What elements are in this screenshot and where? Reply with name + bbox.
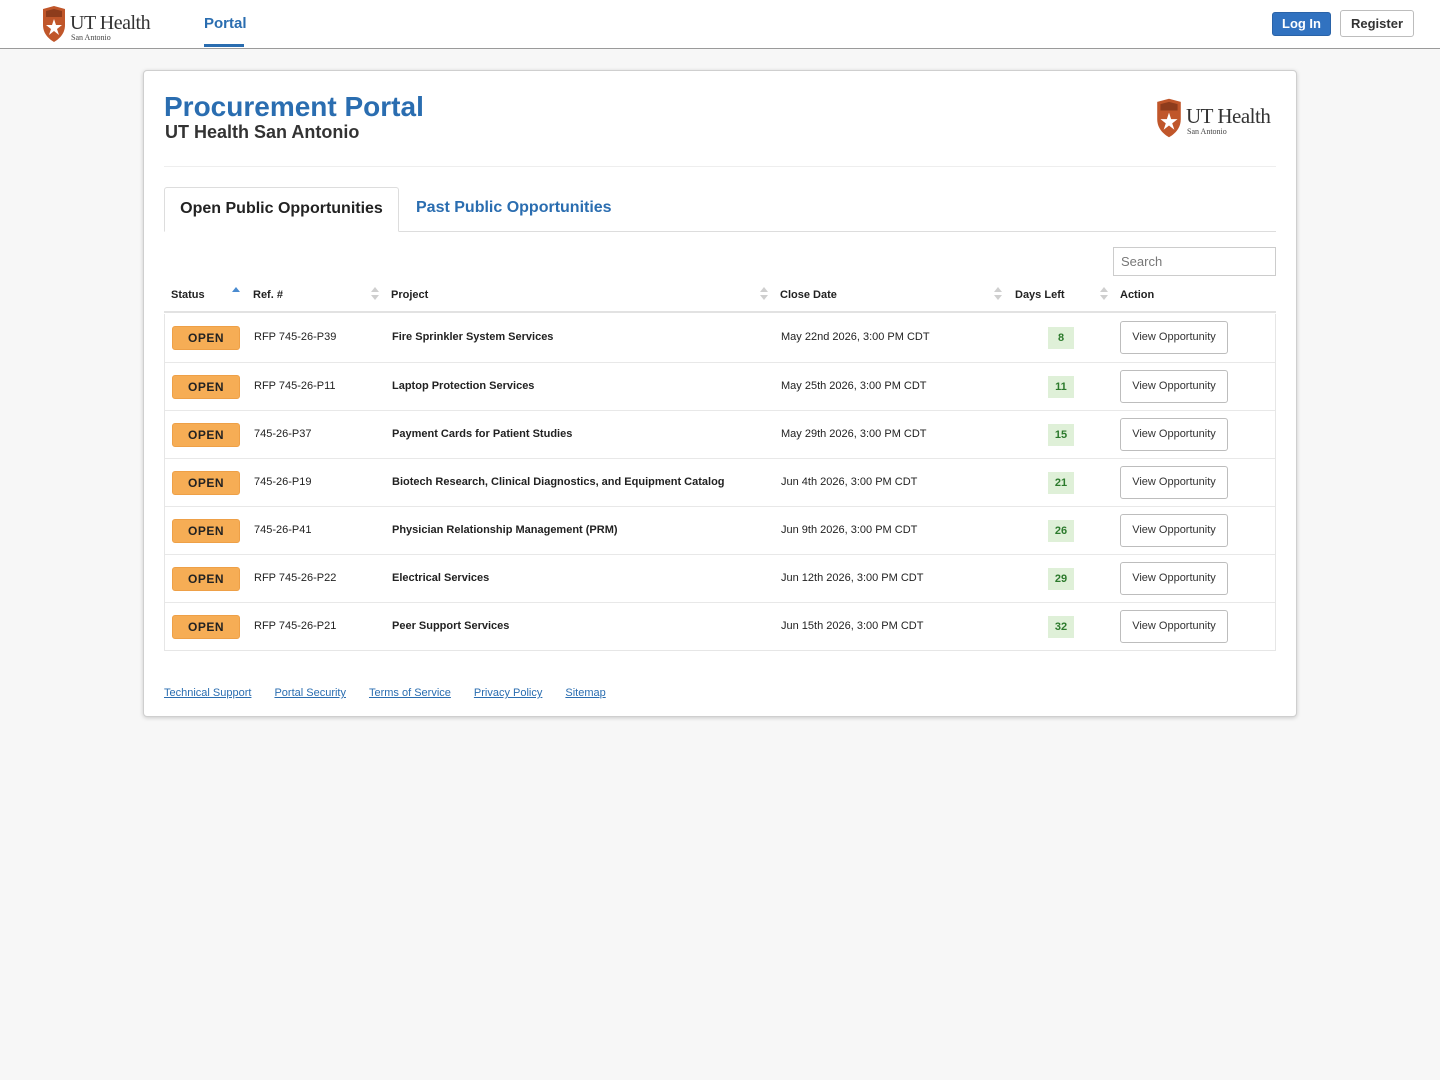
status-badge: OPEN [172, 567, 240, 591]
panel-logo: UT Health San Antonio [1154, 97, 1274, 141]
page-subtitle: UT Health San Antonio [165, 122, 360, 142]
table-row: OPEN 745-26-P41 Physician Relationship M… [165, 506, 1275, 554]
view-opportunity-button[interactable]: View Opportunity [1120, 321, 1228, 354]
project-name: Payment Cards for Patient Studies [392, 428, 573, 440]
footer-links: Technical Support Portal Security Terms of… [164, 683, 629, 701]
panel-logo-name: UT Health [1186, 104, 1271, 128]
table-row: OPEN RFP 745-26-P21 Peer Support Service… [165, 602, 1275, 650]
project-name: Peer Support Services [392, 620, 510, 632]
brand-name: UT Health [70, 12, 151, 34]
view-opportunity-button[interactable]: View Opportunity [1120, 370, 1228, 403]
status-badge: OPEN [172, 519, 240, 543]
view-opportunity-button[interactable]: View Opportunity [1120, 466, 1228, 499]
status-badge: OPEN [172, 615, 240, 639]
close-date: Jun 4th 2026, 3:00 PM CDT [781, 476, 918, 488]
sort-ascending-icon[interactable] [232, 287, 240, 301]
footer-link-portal-security[interactable]: Portal Security [274, 687, 346, 699]
ref-number: 745-26-P41 [254, 524, 312, 536]
view-opportunity-button[interactable]: View Opportunity [1120, 514, 1228, 547]
column-header-close-date[interactable]: Close Date [780, 289, 837, 301]
divider [164, 166, 1276, 167]
project-name: Physician Relationship Management (PRM) [392, 524, 618, 536]
column-header-ref[interactable]: Ref. # [253, 289, 283, 301]
days-left-badge: 21 [1048, 472, 1074, 494]
close-date: May 25th 2026, 3:00 PM CDT [781, 380, 927, 392]
view-opportunity-button[interactable]: View Opportunity [1120, 418, 1228, 451]
project-name: Fire Sprinkler System Services [392, 331, 554, 343]
table-row: OPEN RFP 745-26-P22 Electrical Services … [165, 554, 1275, 602]
table-row: OPEN 745-26-P19 Biotech Research, Clinic… [165, 458, 1275, 506]
login-button[interactable]: Log In [1272, 12, 1331, 36]
register-button[interactable]: Register [1340, 10, 1414, 37]
table-row: OPEN 745-26-P37 Payment Cards for Patien… [165, 410, 1275, 458]
page-title: Procurement Portal [164, 91, 424, 122]
sort-both-icon[interactable] [760, 287, 768, 301]
days-left-badge: 8 [1048, 327, 1074, 349]
footer-link-privacy-policy[interactable]: Privacy Policy [473, 687, 543, 699]
status-badge: OPEN [172, 423, 240, 447]
project-name: Electrical Services [392, 572, 490, 584]
close-date: May 22nd 2026, 3:00 PM CDT [781, 331, 930, 343]
close-date: Jun 9th 2026, 3:00 PM CDT [781, 524, 918, 536]
close-date: May 29th 2026, 3:00 PM CDT [781, 428, 927, 440]
close-date: Jun 12th 2026, 3:00 PM CDT [781, 572, 924, 584]
table-header: Status Ref. # Project Close Date Days Le… [164, 283, 1276, 313]
sort-both-icon[interactable] [371, 287, 379, 301]
ref-number: RFP 745-26-P22 [254, 572, 337, 584]
project-name: Biotech Research, Clinical Diagnostics, … [392, 476, 725, 488]
column-header-status[interactable]: Status [171, 289, 205, 301]
nav-active-indicator [204, 44, 244, 47]
status-badge: OPEN [172, 375, 240, 399]
shield-star-icon [43, 6, 65, 42]
shield-star-icon [1157, 98, 1181, 138]
brand-logo[interactable]: UT Health San Antonio [40, 5, 155, 43]
sort-both-icon[interactable] [994, 287, 1002, 301]
footer-link-sitemap[interactable]: Sitemap [565, 687, 606, 699]
tabs-baseline [164, 231, 1276, 232]
footer-link-terms-of-service[interactable]: Terms of Service [368, 687, 451, 699]
column-header-project[interactable]: Project [391, 289, 429, 301]
top-navbar: UT Health San Antonio Portal Log In Regi… [0, 0, 1440, 49]
procurement-panel: Procurement Portal UT Health San Antonio… [143, 70, 1297, 717]
days-left-badge: 15 [1048, 424, 1074, 446]
nav-portal-link[interactable]: Portal [204, 15, 247, 32]
days-left-badge: 11 [1048, 376, 1074, 398]
search-input[interactable] [1113, 247, 1276, 276]
tab-open-opportunities[interactable]: Open Public Opportunities [164, 187, 399, 232]
status-badge: OPEN [172, 326, 240, 350]
table-row: OPEN RFP 745-26-P11 Laptop Protection Se… [165, 362, 1275, 410]
table-row: OPEN RFP 745-26-P39 Fire Sprinkler Syste… [165, 314, 1275, 362]
close-date: Jun 15th 2026, 3:00 PM CDT [781, 620, 924, 632]
ref-number: RFP 745-26-P21 [254, 620, 337, 632]
ref-number: 745-26-P37 [254, 428, 312, 440]
project-name: Laptop Protection Services [392, 380, 535, 392]
table-body: OPEN RFP 745-26-P39 Fire Sprinkler Syste… [164, 314, 1276, 651]
ref-number: RFP 745-26-P39 [254, 331, 337, 343]
view-opportunity-button[interactable]: View Opportunity [1120, 562, 1228, 595]
ref-number: 745-26-P19 [254, 476, 312, 488]
tab-past-opportunities[interactable]: Past Public Opportunities [416, 199, 612, 216]
footer-link-technical-support[interactable]: Technical Support [164, 687, 252, 699]
column-header-action: Action [1120, 289, 1155, 301]
panel-logo-subtitle: San Antonio [1187, 127, 1227, 136]
sort-both-icon[interactable] [1100, 287, 1108, 301]
days-left-badge: 32 [1048, 616, 1074, 638]
days-left-badge: 26 [1048, 520, 1074, 542]
column-header-days-left[interactable]: Days Left [1015, 289, 1065, 301]
view-opportunity-button[interactable]: View Opportunity [1120, 610, 1228, 643]
status-badge: OPEN [172, 471, 240, 495]
days-left-badge: 29 [1048, 568, 1074, 590]
brand-subtitle: San Antonio [71, 33, 111, 42]
ref-number: RFP 745-26-P11 [254, 380, 336, 392]
